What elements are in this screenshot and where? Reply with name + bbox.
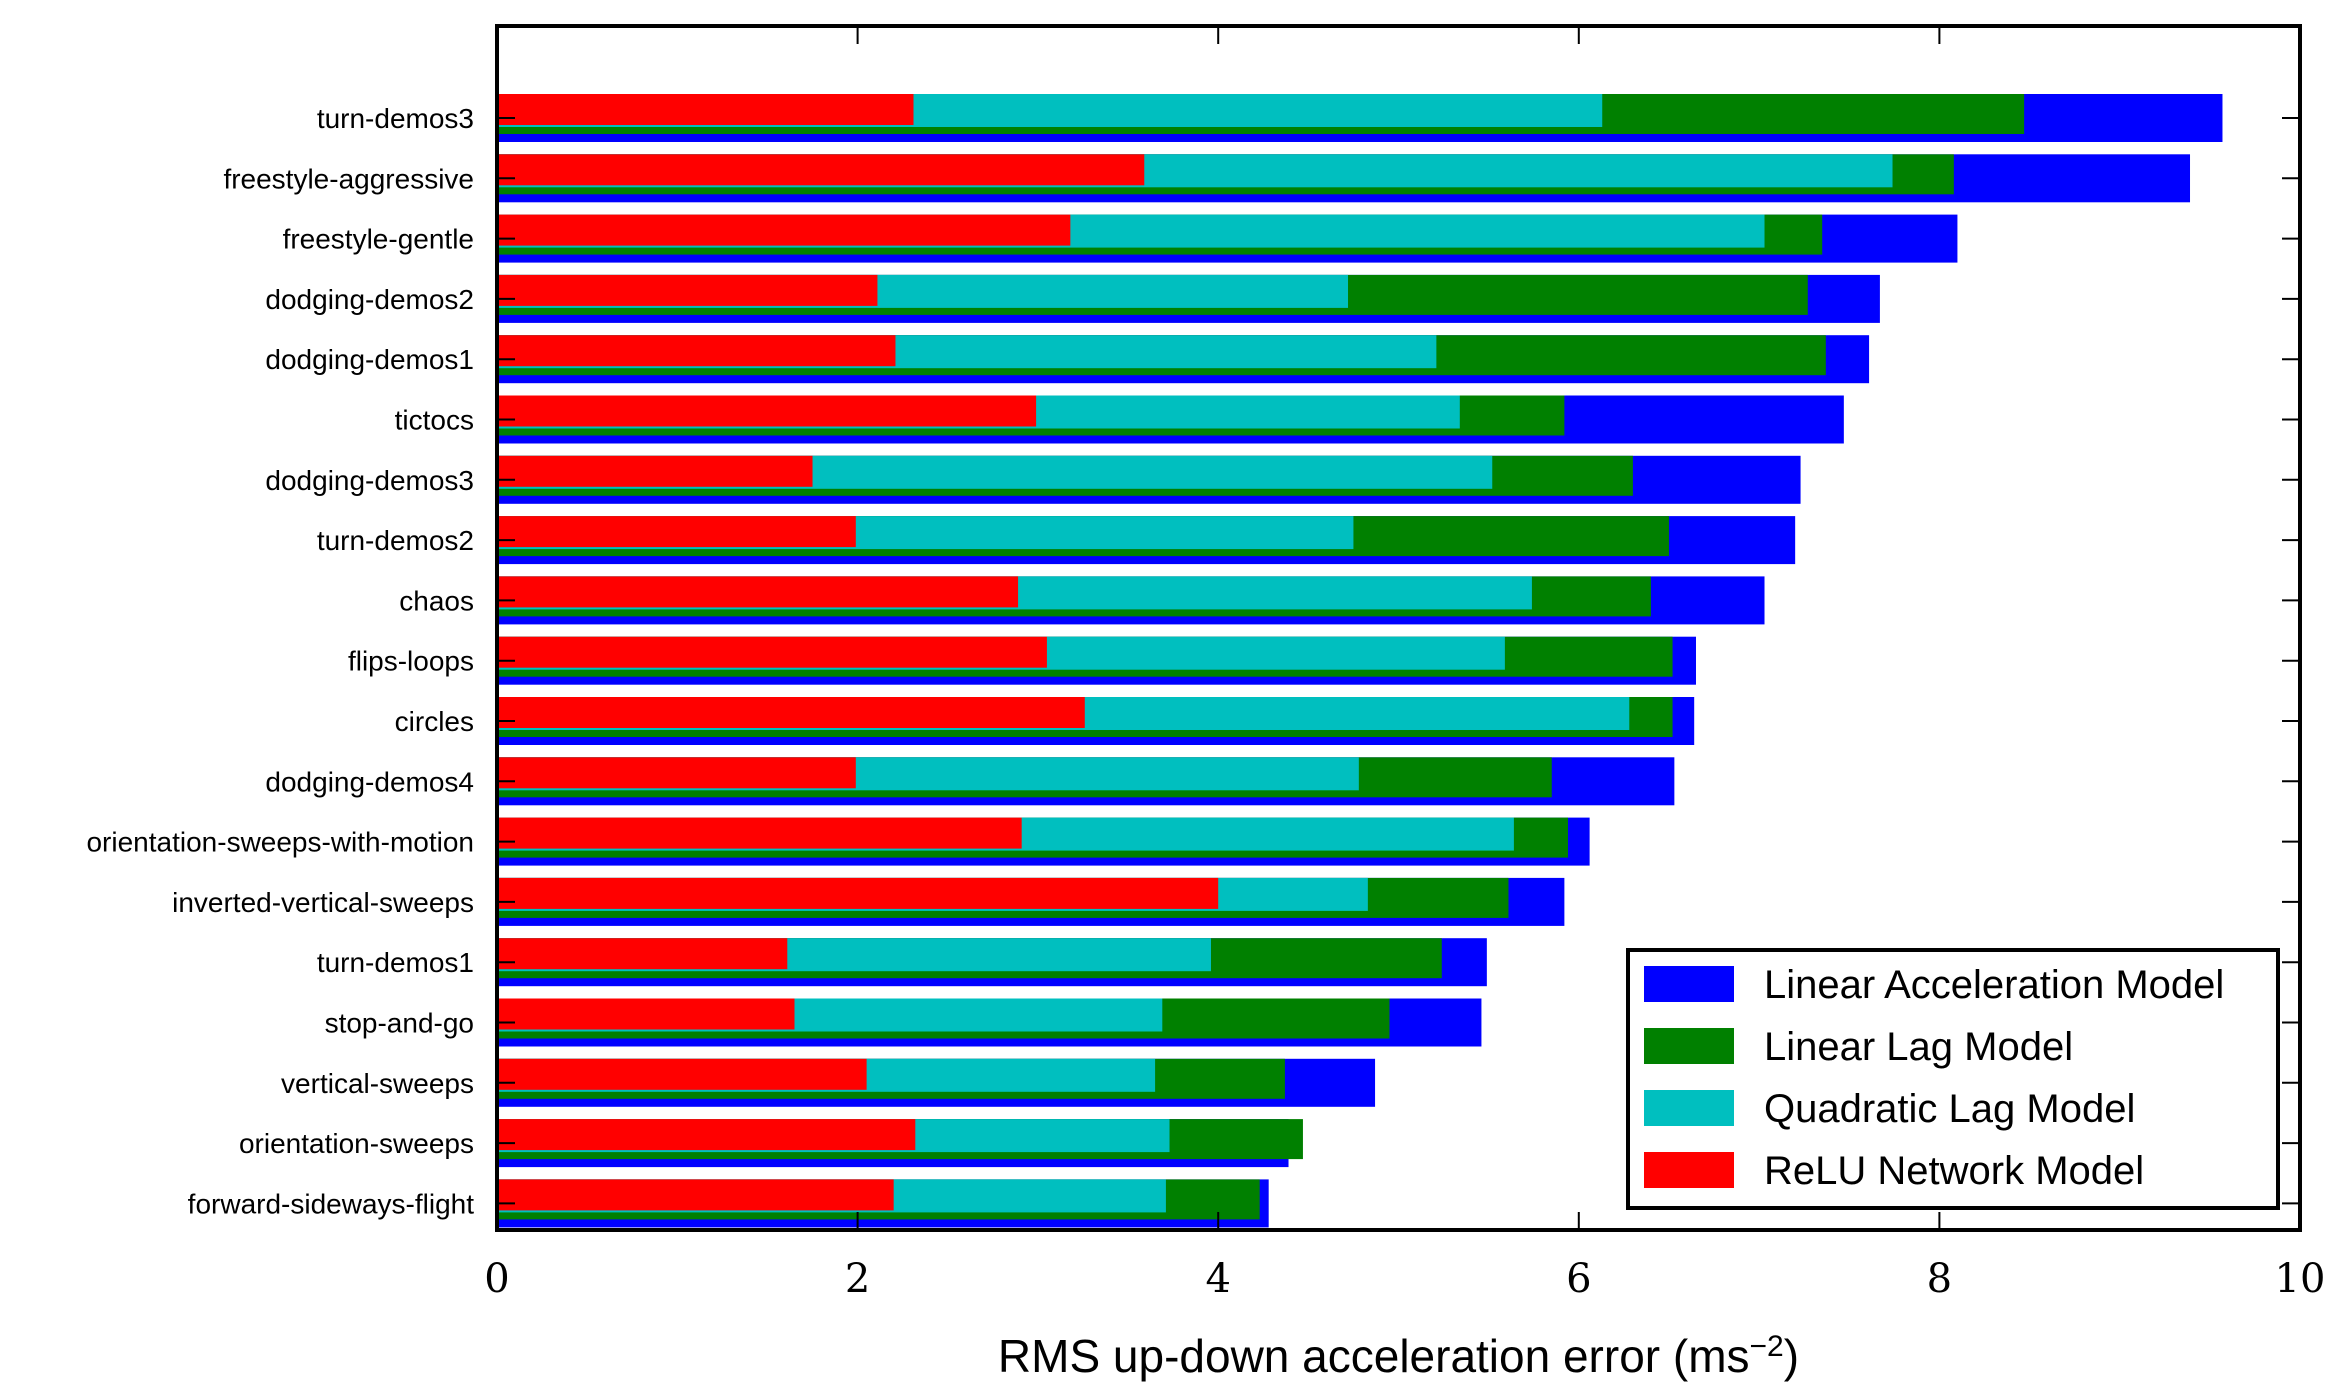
- legend-box: [1626, 948, 2280, 1210]
- category-label-turn-demos1: turn-demos1: [317, 947, 474, 978]
- bar-relu-network-model-freestyle-gentle: [497, 214, 1071, 246]
- plot-frame: [495, 24, 2302, 1232]
- category-label-freestyle-aggressive: freestyle-aggressive: [223, 163, 474, 194]
- category-label-turn-demos2: turn-demos2: [317, 525, 474, 556]
- legend-swatch-linear-lag-model: [1644, 1028, 1734, 1064]
- bar-relu-network-model-dodging-demos1: [497, 335, 896, 367]
- x-tick-label-10: 10: [2275, 1256, 2326, 1302]
- bar-relu-network-model-tictocs: [497, 395, 1037, 427]
- bar-relu-network-model-inverted-vertical-sweeps: [497, 877, 1219, 909]
- bar-relu-network-model-orientation-sweeps-with-motion: [497, 817, 1022, 849]
- bar-relu-network-model-dodging-demos2: [497, 274, 878, 306]
- category-label-circles: circles: [395, 706, 474, 737]
- bar-relu-network-model-dodging-demos3: [497, 455, 813, 487]
- ticks-layer: 0 2 4 6 8 10: [484, 26, 2325, 1302]
- bar-relu-network-model-forward-sideways-flight: [497, 1179, 894, 1211]
- x-axis-label-exponent: −2: [1750, 1330, 1784, 1363]
- bar-relu-network-model-circles: [497, 697, 1085, 728]
- category-label-dodging-demos1: dodging-demos1: [265, 344, 474, 375]
- x-axis-label-close: ): [1784, 1330, 1799, 1382]
- bar-relu-network-model-turn-demos3: [497, 94, 914, 125]
- bar-relu-network-model-flips-loops: [497, 636, 1047, 668]
- legend-swatch-relu-network-model: [1644, 1152, 1734, 1188]
- bar-relu-network-model-turn-demos2: [497, 516, 856, 548]
- category-label-freestyle-gentle: freestyle-gentle: [283, 224, 474, 255]
- x-axis-label: RMS up-down acceleration error (ms−2): [998, 1330, 1799, 1383]
- bar-relu-network-model-stop-and-go: [497, 998, 795, 1030]
- bar-relu-network-model-chaos: [497, 576, 1019, 608]
- legend-label-linear-acceleration-model: Linear Acceleration Model: [1764, 963, 2224, 1007]
- category-label-vertical-sweeps: vertical-sweeps: [281, 1068, 474, 1099]
- category-label-orientation-sweeps: orientation-sweeps: [239, 1128, 474, 1159]
- category-label-flips-loops: flips-loops: [348, 646, 474, 677]
- category-label-stop-and-go: stop-and-go: [325, 1008, 474, 1039]
- legend-swatch-linear-acceleration-model: [1644, 966, 1734, 1002]
- bar-relu-network-model-freestyle-aggressive: [497, 154, 1145, 186]
- bars-layer: [497, 94, 2223, 1228]
- category-label-tictocs: tictocs: [395, 405, 474, 436]
- category-labels: turn-demos3 freestyle-aggressive freestyle…: [86, 103, 474, 1219]
- legend-swatch-quadratic-lag-model: [1644, 1090, 1734, 1126]
- category-label-orientation-sweeps-with-motion: orientation-sweeps-with-motion: [86, 827, 474, 858]
- bar-relu-network-model-turn-demos1: [497, 938, 788, 970]
- category-label-chaos: chaos: [399, 585, 474, 616]
- bar-relu-network-model-vertical-sweeps: [497, 1058, 867, 1090]
- category-label-dodging-demos2: dodging-demos2: [265, 284, 474, 315]
- category-label-inverted-vertical-sweeps: inverted-vertical-sweeps: [172, 887, 474, 918]
- legend-label-linear-lag-model: Linear Lag Model: [1764, 1025, 2073, 1069]
- x-tick-label-6: 6: [1566, 1256, 1591, 1302]
- legend-label-quadratic-lag-model: Quadratic Lag Model: [1764, 1087, 2135, 1131]
- legend-label-relu-network-model: ReLU Network Model: [1764, 1149, 2144, 1193]
- x-tick-label-2: 2: [845, 1256, 870, 1302]
- category-label-turn-demos3: turn-demos3: [317, 103, 474, 134]
- x-tick-label-8: 8: [1927, 1256, 1952, 1302]
- legend: Linear Acceleration Model Linear Lag Mode…: [1626, 948, 2280, 1210]
- bar-relu-network-model-orientation-sweeps: [497, 1119, 916, 1151]
- x-tick-label-0: 0: [484, 1256, 509, 1302]
- x-axis-label-main: RMS up-down acceleration error (ms: [998, 1330, 1750, 1382]
- bar-relu-network-model-dodging-demos4: [497, 757, 856, 789]
- category-label-dodging-demos4: dodging-demos4: [265, 766, 474, 797]
- category-label-dodging-demos3: dodging-demos3: [265, 465, 474, 496]
- x-tick-label-4: 4: [1205, 1256, 1230, 1302]
- category-label-forward-sideways-flight: forward-sideways-flight: [188, 1188, 475, 1219]
